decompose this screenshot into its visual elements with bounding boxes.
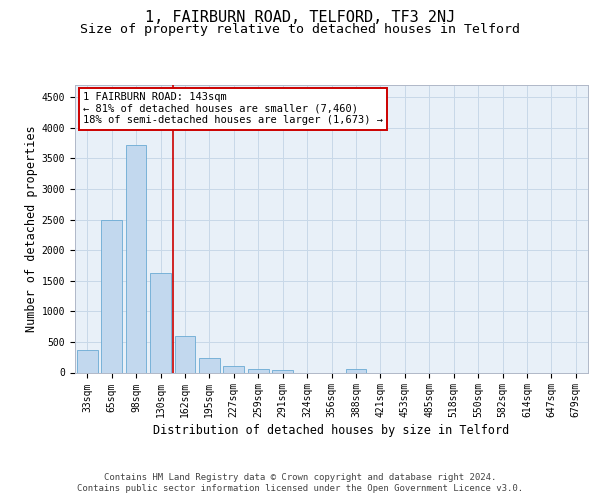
Text: Size of property relative to detached houses in Telford: Size of property relative to detached ho…: [80, 22, 520, 36]
Bar: [77, 350, 98, 372]
Text: 1, FAIRBURN ROAD, TELFORD, TF3 2NJ: 1, FAIRBURN ROAD, TELFORD, TF3 2NJ: [145, 10, 455, 25]
Bar: [248, 369, 269, 372]
Bar: [272, 370, 293, 372]
Bar: [199, 358, 220, 372]
Bar: [346, 369, 367, 372]
Text: Contains public sector information licensed under the Open Government Licence v3: Contains public sector information licen…: [77, 484, 523, 493]
X-axis label: Distribution of detached houses by size in Telford: Distribution of detached houses by size …: [154, 424, 509, 438]
Bar: [150, 273, 171, 372]
Bar: [101, 220, 122, 372]
Text: 1 FAIRBURN ROAD: 143sqm
← 81% of detached houses are smaller (7,460)
18% of semi: 1 FAIRBURN ROAD: 143sqm ← 81% of detache…: [83, 92, 383, 126]
Y-axis label: Number of detached properties: Number of detached properties: [25, 126, 38, 332]
Bar: [125, 144, 146, 372]
Bar: [175, 336, 196, 372]
Bar: [223, 366, 244, 372]
Text: Contains HM Land Registry data © Crown copyright and database right 2024.: Contains HM Land Registry data © Crown c…: [104, 472, 496, 482]
